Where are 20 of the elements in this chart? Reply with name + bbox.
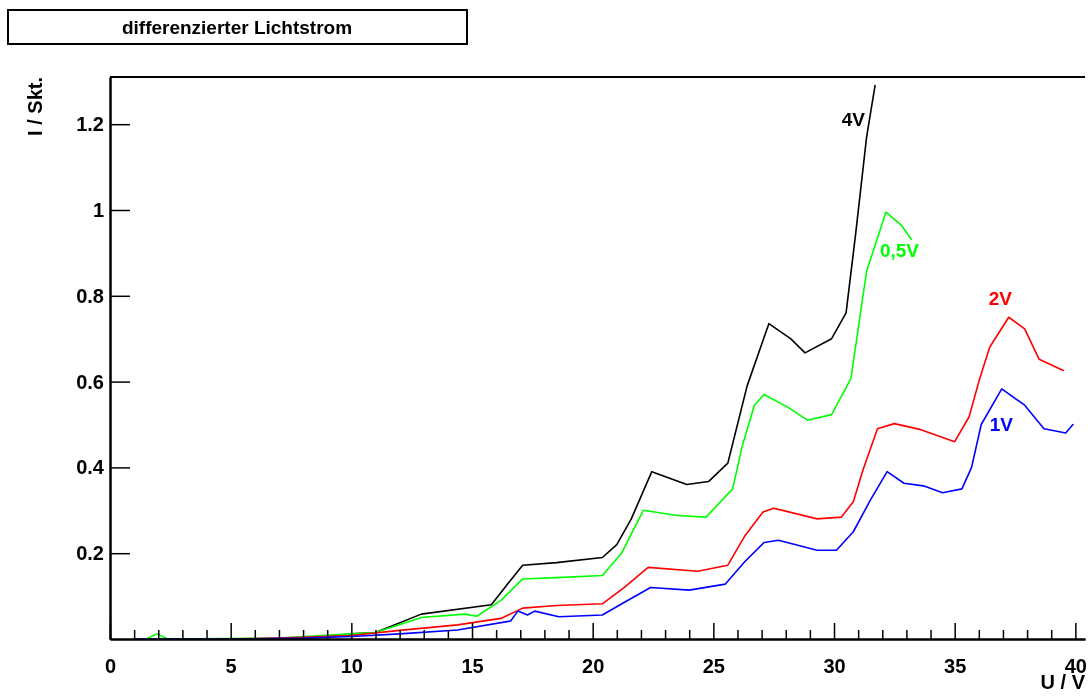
- y-tick-label: 1: [92, 198, 104, 221]
- chart-title: differenzierter Lichtstrom: [121, 17, 353, 38]
- y-tick-label: 1.2: [76, 113, 104, 136]
- y-tick-label: 0.4: [76, 456, 105, 479]
- series-label: 4V: [841, 108, 866, 130]
- x-tick-label: 0: [104, 655, 117, 678]
- series-label: 0,5V: [879, 240, 920, 262]
- x-tick-label: 25: [702, 655, 725, 678]
- x-tick-label: 35: [944, 655, 967, 678]
- y-axis-title: I / Skt.: [24, 77, 46, 136]
- x-tick-label: 10: [340, 655, 363, 678]
- x-tick-label: 15: [461, 655, 484, 678]
- series-label: 1V: [989, 413, 1014, 435]
- x-tick-label: 5: [225, 655, 237, 678]
- series-label: 2V: [988, 288, 1013, 310]
- x-tick-label: 20: [582, 655, 605, 678]
- x-tick-label: 30: [823, 655, 846, 678]
- y-tick-label: 0.8: [76, 284, 104, 307]
- y-tick-label: 0.6: [76, 370, 104, 393]
- y-tick-label: 0.2: [76, 542, 104, 565]
